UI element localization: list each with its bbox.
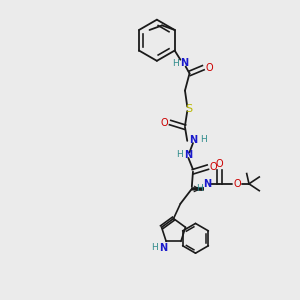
Text: O: O bbox=[205, 63, 213, 73]
Polygon shape bbox=[192, 188, 203, 190]
Text: N: N bbox=[189, 135, 197, 145]
Text: H: H bbox=[172, 58, 179, 68]
Text: N: N bbox=[184, 150, 193, 160]
Text: N: N bbox=[180, 58, 188, 68]
Text: H: H bbox=[200, 135, 207, 144]
Text: H: H bbox=[196, 184, 203, 194]
Text: O: O bbox=[234, 179, 242, 189]
Text: S: S bbox=[185, 104, 192, 114]
Text: N: N bbox=[202, 179, 211, 189]
Text: H: H bbox=[151, 243, 158, 252]
Text: H: H bbox=[176, 150, 183, 159]
Text: O: O bbox=[160, 118, 168, 128]
Text: O: O bbox=[210, 162, 218, 172]
Text: O: O bbox=[215, 159, 223, 170]
Text: N: N bbox=[159, 243, 167, 253]
